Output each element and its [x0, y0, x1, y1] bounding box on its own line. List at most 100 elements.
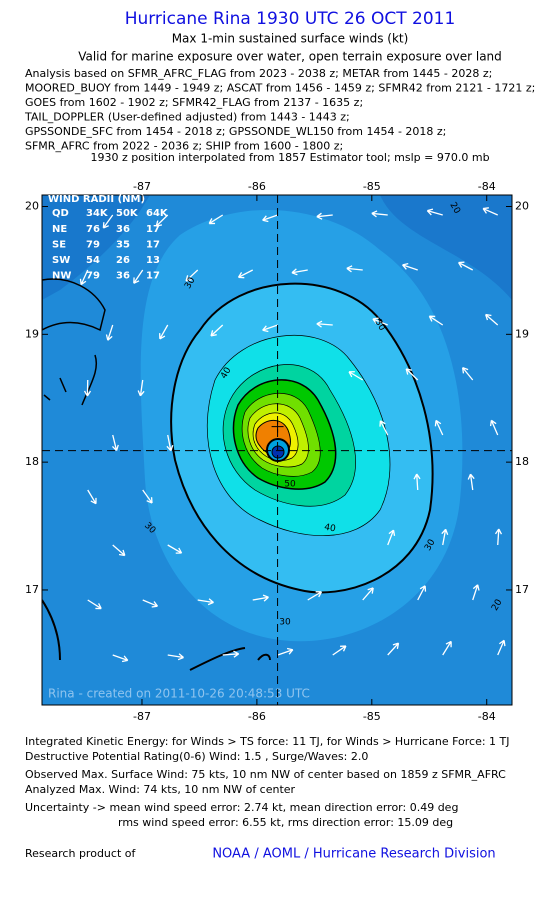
analysis-line: GOES from 1602 - 1902 z; SFMR42_FLAG fro…: [25, 96, 363, 109]
radii-cell: SW: [52, 255, 70, 266]
credit: Rina - created on 2011-10-26 20:48:53 UT…: [48, 687, 310, 701]
wind-arrow: [489, 419, 499, 436]
wind-arrow: [413, 473, 421, 491]
radii-cell: SE: [52, 240, 66, 251]
y-tick-label: 18: [515, 455, 529, 468]
radii-cell: 79: [86, 271, 100, 282]
wind-arrow: [428, 315, 444, 326]
wind-arrow: [467, 473, 475, 491]
wind-arrow: [222, 650, 240, 658]
wind-arrow: [79, 269, 89, 286]
footer-line: Destructive Potential Rating(0-6) Wind: …: [25, 750, 368, 763]
wind-arrow: [87, 489, 97, 505]
x-tick-label: -85: [363, 710, 381, 723]
wind-arrow: [133, 269, 144, 284]
wind-arrow: [441, 528, 449, 546]
center-marker: [271, 420, 284, 433]
wind-arrow: [402, 263, 418, 271]
wind-arrow: [482, 207, 498, 216]
wind-arrow: [137, 379, 145, 397]
wind-arrow: [159, 324, 169, 340]
radii-header: 64K: [146, 208, 169, 219]
wind-arrow: [461, 366, 474, 381]
y-tick-label: 19: [25, 327, 39, 340]
wind-arrow: [371, 210, 388, 218]
wind-arrow: [497, 639, 506, 656]
validity: Valid for marine exposure over water, op…: [78, 50, 502, 64]
y-tick-label: 18: [25, 455, 39, 468]
wind-arrow: [405, 368, 419, 381]
x-tick-label: -86: [248, 710, 266, 723]
x-tick-label: -87: [133, 710, 151, 723]
wind-arrow: [142, 599, 159, 608]
contour-label: 50: [284, 480, 296, 490]
footer-line: Uncertainty -> mean wind speed error: 2.…: [25, 801, 458, 814]
contour-label: 40: [323, 523, 336, 535]
research-label: Research product of: [25, 847, 136, 860]
footer-line: Integrated Kinetic Energy: for Winds > T…: [25, 735, 510, 748]
wind-arrow: [316, 212, 333, 220]
y-tick-label: 17: [515, 583, 529, 596]
wind-arrow: [379, 420, 389, 436]
radii-cell: NW: [52, 271, 71, 282]
footer-line: rms wind speed error: 6.55 kt, rms direc…: [118, 816, 453, 829]
x-tick-label: -86: [248, 180, 266, 193]
wind-arrow: [87, 599, 102, 610]
radii-cell: 54: [86, 255, 100, 266]
wind-arrow: [346, 265, 363, 273]
wind-arrow: [167, 653, 184, 661]
footer: Integrated Kinetic Energy: for Winds > T…: [25, 735, 510, 829]
radii-cell: 17: [146, 271, 160, 282]
wind-arrow: [348, 371, 364, 381]
wind-arrow: [277, 647, 294, 656]
wind-arrow: [387, 529, 396, 546]
wind-arrow: [197, 598, 214, 606]
radii-cell: 79: [86, 240, 100, 251]
wind-arrow: [210, 324, 224, 337]
wind-arrow: [185, 269, 199, 282]
wind-arrow: [291, 268, 308, 276]
y-tick-label: 20: [25, 200, 39, 213]
wind-arrow: [387, 642, 400, 656]
radii-cell: NE: [52, 224, 67, 235]
x-tick-label: -85: [363, 180, 381, 193]
wind-arrow: [83, 379, 92, 397]
wind-arrow: [112, 544, 126, 557]
wind-arrow: [316, 320, 333, 328]
radii-cell: 17: [146, 224, 160, 235]
x-tick-label: -84: [478, 710, 496, 723]
wind-arrow: [372, 317, 388, 326]
wind-arrow: [262, 324, 278, 333]
wind-arrow: [237, 269, 254, 279]
radii-header: 34K: [86, 208, 109, 219]
y-tick-label: 20: [515, 200, 529, 213]
wind-arrow: [167, 544, 183, 554]
analysis-line: TAIL_DOPPLER (User-defined adjusted) fro…: [24, 111, 350, 124]
organization-link[interactable]: NOAA / AOML / Hurricane Research Divisio…: [212, 847, 495, 862]
footer-line: Analyzed Max. Wind: 74 kts, 10 nm NW of …: [25, 783, 296, 796]
analysis-line: SFMR_AFRC from 2022 - 2036 z; SHIP from …: [25, 140, 343, 153]
wind-arrow: [208, 214, 224, 225]
radii-title: WIND RADII (NM): [48, 194, 145, 205]
wind-arrow: [262, 214, 278, 223]
subtitle: Max 1-min sustained surface winds (kt): [172, 32, 409, 46]
radii-cell: 36: [116, 271, 130, 282]
wind-arrow: [155, 214, 169, 227]
radii-header: QD: [52, 208, 69, 219]
wind-arrow: [307, 591, 323, 601]
wind-arrow: [102, 214, 114, 229]
contour-label: 30: [279, 618, 291, 628]
wind-arrow: [112, 654, 129, 663]
title: Hurricane Rina 1930 UTC 26 OCT 2011: [125, 9, 456, 29]
wind-arrow: [442, 640, 452, 656]
wind-arrow: [426, 208, 443, 216]
y-tick-label: 17: [25, 583, 39, 596]
wind-arrow: [434, 419, 444, 436]
radii-cell: 17: [146, 240, 160, 251]
wind-arrow: [111, 434, 119, 451]
wind-arrow: [458, 261, 474, 271]
wind-arrow: [417, 585, 427, 601]
footer-line: Observed Max. Surface Wind: 75 kts, 10 n…: [25, 768, 506, 781]
radii-cell: 35: [116, 240, 130, 251]
